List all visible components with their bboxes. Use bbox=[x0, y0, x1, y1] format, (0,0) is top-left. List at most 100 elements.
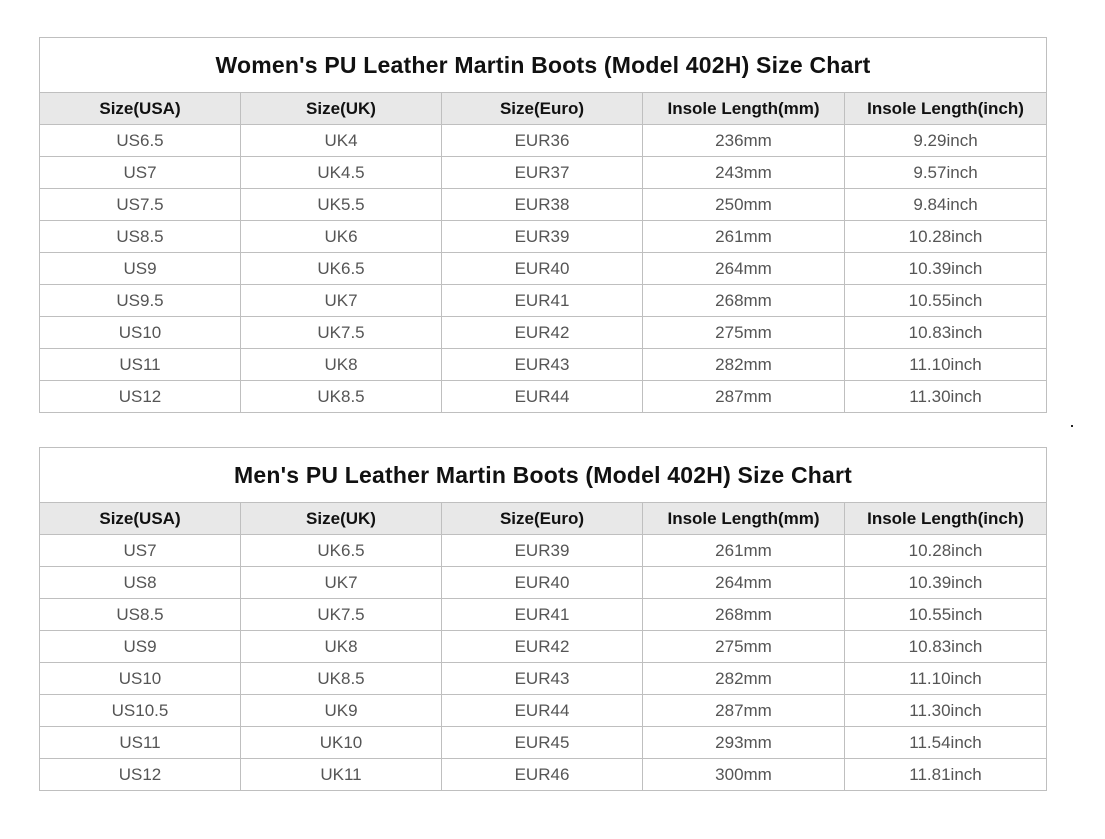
insole-inch-cell: 10.28inch bbox=[843, 534, 1048, 567]
insole-mm-cell: 275mm bbox=[642, 630, 845, 663]
insole-mm-cell: 264mm bbox=[642, 252, 845, 285]
size-usa-cell: US8 bbox=[39, 566, 241, 599]
column-header-size-usa: Size(USA) bbox=[39, 502, 241, 535]
insole-mm-cell: 264mm bbox=[642, 566, 845, 599]
insole-inch-cell: 9.84inch bbox=[843, 188, 1048, 221]
size-uk-cell: UK8.5 bbox=[240, 662, 442, 695]
column-header-size-uk: Size(UK) bbox=[240, 502, 442, 535]
table-row: US7 UK6.5 EUR39 261mm 10.28inch bbox=[39, 534, 1048, 567]
size-euro-cell: EUR43 bbox=[441, 348, 643, 381]
size-uk-cell: UK8.5 bbox=[240, 380, 442, 413]
size-euro-cell: EUR46 bbox=[441, 758, 643, 791]
table-row: US9.5 UK7 EUR41 268mm 10.55inch bbox=[39, 284, 1048, 317]
size-euro-cell: EUR42 bbox=[441, 630, 643, 663]
table-row: US7.5 UK5.5 EUR38 250mm 9.84inch bbox=[39, 188, 1048, 221]
insole-mm-cell: 293mm bbox=[642, 726, 845, 759]
insole-inch-cell: 10.83inch bbox=[843, 316, 1048, 349]
column-header-size-euro: Size(Euro) bbox=[441, 92, 643, 125]
insole-inch-cell: 11.10inch bbox=[843, 348, 1048, 381]
insole-inch-cell: 11.30inch bbox=[843, 694, 1048, 727]
insole-mm-cell: 282mm bbox=[642, 662, 845, 695]
size-euro-cell: EUR38 bbox=[441, 188, 643, 221]
size-uk-cell: UK4.5 bbox=[240, 156, 442, 189]
insole-mm-cell: 250mm bbox=[642, 188, 845, 221]
stray-dot bbox=[1071, 425, 1073, 427]
insole-inch-cell: 10.28inch bbox=[843, 220, 1048, 253]
size-uk-cell: UK6.5 bbox=[240, 534, 442, 567]
size-euro-cell: EUR44 bbox=[441, 380, 643, 413]
size-euro-cell: EUR39 bbox=[441, 534, 643, 567]
size-uk-cell: UK6 bbox=[240, 220, 442, 253]
table-row: US8 UK7 EUR40 264mm 10.39inch bbox=[39, 566, 1048, 599]
size-usa-cell: US11 bbox=[39, 726, 241, 759]
women-table-body: US6.5 UK4 EUR36 236mm 9.29inch US7 UK4.5 EUR37 2… bbox=[39, 124, 1048, 413]
insole-mm-cell: 282mm bbox=[642, 348, 845, 381]
size-uk-cell: UK9 bbox=[240, 694, 442, 727]
insole-inch-cell: 11.54inch bbox=[843, 726, 1048, 759]
insole-mm-cell: 261mm bbox=[642, 534, 845, 567]
table-row: US8.5 UK7.5 EUR41 268mm 10.55inch bbox=[39, 598, 1048, 631]
insole-mm-cell: 275mm bbox=[642, 316, 845, 349]
column-header-size-usa: Size(USA) bbox=[39, 92, 241, 125]
insole-inch-cell: 10.83inch bbox=[843, 630, 1048, 663]
insole-inch-cell: 11.30inch bbox=[843, 380, 1048, 413]
size-euro-cell: EUR37 bbox=[441, 156, 643, 189]
size-usa-cell: US10 bbox=[39, 316, 241, 349]
size-uk-cell: UK4 bbox=[240, 124, 442, 157]
size-usa-cell: US9.5 bbox=[39, 284, 241, 317]
insole-mm-cell: 300mm bbox=[642, 758, 845, 791]
size-usa-cell: US12 bbox=[39, 758, 241, 791]
insole-inch-cell: 10.39inch bbox=[843, 566, 1048, 599]
size-uk-cell: UK7.5 bbox=[240, 598, 442, 631]
table-row: US9 UK6.5 EUR40 264mm 10.39inch bbox=[39, 252, 1048, 285]
column-header-insole-mm: Insole Length(mm) bbox=[642, 502, 845, 535]
column-header-row: Size(USA) Size(UK) Size(Euro) Insole Len… bbox=[39, 502, 1048, 535]
size-usa-cell: US10 bbox=[39, 662, 241, 695]
size-usa-cell: US7.5 bbox=[39, 188, 241, 221]
size-usa-cell: US6.5 bbox=[39, 124, 241, 157]
size-euro-cell: EUR41 bbox=[441, 284, 643, 317]
column-header-insole-mm: Insole Length(mm) bbox=[642, 92, 845, 125]
size-usa-cell: US8.5 bbox=[39, 598, 241, 631]
insole-mm-cell: 268mm bbox=[642, 598, 845, 631]
table-row: US11 UK8 EUR43 282mm 11.10inch bbox=[39, 348, 1048, 381]
size-usa-cell: US7 bbox=[39, 534, 241, 567]
men-size-chart-table: Men's PU Leather Martin Boots (Model 402… bbox=[38, 447, 1048, 791]
table-title-row: Men's PU Leather Martin Boots (Model 402… bbox=[38, 447, 1048, 503]
table-row: US10 UK8.5 EUR43 282mm 11.10inch bbox=[39, 662, 1048, 695]
size-euro-cell: EUR40 bbox=[441, 252, 643, 285]
table-row: US11 UK10 EUR45 293mm 11.54inch bbox=[39, 726, 1048, 759]
table-row: US10 UK7.5 EUR42 275mm 10.83inch bbox=[39, 316, 1048, 349]
size-usa-cell: US11 bbox=[39, 348, 241, 381]
table-row: US9 UK8 EUR42 275mm 10.83inch bbox=[39, 630, 1048, 663]
table-row: US12 UK11 EUR46 300mm 11.81inch bbox=[39, 758, 1048, 791]
size-usa-cell: US7 bbox=[39, 156, 241, 189]
size-uk-cell: UK8 bbox=[240, 348, 442, 381]
size-euro-cell: EUR44 bbox=[441, 694, 643, 727]
column-header-size-euro: Size(Euro) bbox=[441, 502, 643, 535]
size-uk-cell: UK8 bbox=[240, 630, 442, 663]
column-header-insole-inch: Insole Length(inch) bbox=[843, 502, 1048, 535]
size-usa-cell: US9 bbox=[39, 252, 241, 285]
table-row: US12 UK8.5 EUR44 287mm 11.30inch bbox=[39, 380, 1048, 413]
size-usa-cell: US12 bbox=[39, 380, 241, 413]
table-row: US10.5 UK9 EUR44 287mm 11.30inch bbox=[39, 694, 1048, 727]
insole-inch-cell: 11.81inch bbox=[843, 758, 1048, 791]
insole-mm-cell: 261mm bbox=[642, 220, 845, 253]
column-header-size-uk: Size(UK) bbox=[240, 92, 442, 125]
size-euro-cell: EUR40 bbox=[441, 566, 643, 599]
size-euro-cell: EUR36 bbox=[441, 124, 643, 157]
column-header-insole-inch: Insole Length(inch) bbox=[843, 92, 1048, 125]
insole-mm-cell: 268mm bbox=[642, 284, 845, 317]
insole-inch-cell: 10.55inch bbox=[843, 284, 1048, 317]
table-row: US8.5 UK6 EUR39 261mm 10.28inch bbox=[39, 220, 1048, 253]
women-chart-title: Women's PU Leather Martin Boots (Model 4… bbox=[38, 37, 1048, 93]
size-euro-cell: EUR42 bbox=[441, 316, 643, 349]
size-uk-cell: UK11 bbox=[240, 758, 442, 791]
table-row: US6.5 UK4 EUR36 236mm 9.29inch bbox=[39, 124, 1048, 157]
size-euro-cell: EUR39 bbox=[441, 220, 643, 253]
insole-inch-cell: 10.39inch bbox=[843, 252, 1048, 285]
women-size-chart-table: Women's PU Leather Martin Boots (Model 4… bbox=[38, 37, 1048, 413]
size-uk-cell: UK7.5 bbox=[240, 316, 442, 349]
size-uk-cell: UK5.5 bbox=[240, 188, 442, 221]
